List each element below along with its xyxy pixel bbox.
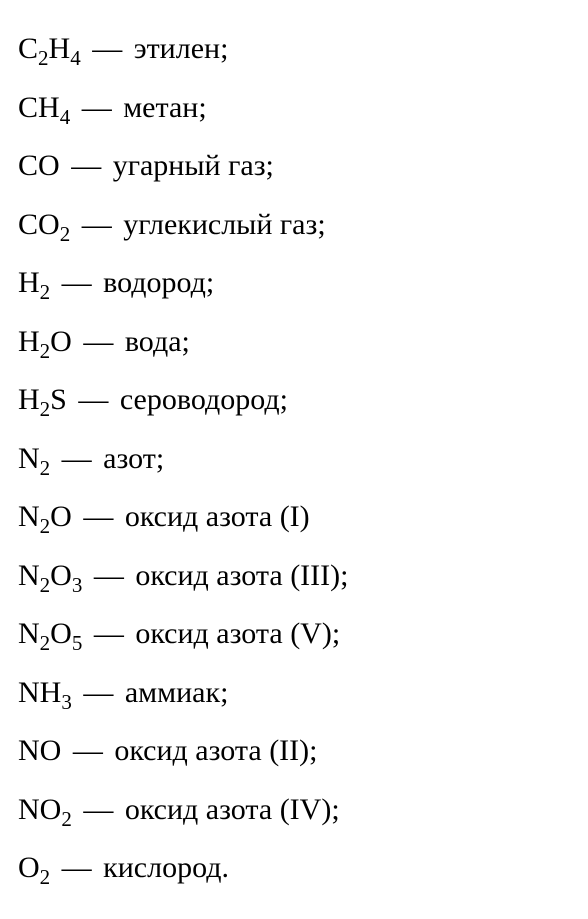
- chemical-formula: C2H4: [18, 32, 81, 65]
- separator-dash: —: [64, 149, 109, 182]
- separator-dash: —: [65, 734, 110, 767]
- separator-dash: —: [76, 676, 121, 709]
- compound-name: водород;: [103, 266, 214, 299]
- separator-dash: —: [54, 851, 99, 884]
- compound-name: вода;: [125, 325, 190, 358]
- chemical-formula: NO2: [18, 793, 72, 826]
- compound-entry: H2O — вода;: [18, 313, 570, 372]
- compound-entry: H2S — сероводород;: [18, 371, 570, 430]
- chemical-formula: O2: [18, 851, 50, 884]
- compound-name: оксид азота (III);: [135, 559, 348, 592]
- compound-name: метан;: [123, 91, 206, 124]
- compound-name: аммиак;: [125, 676, 229, 709]
- compound-entry: N2O3 — оксид азота (III);: [18, 547, 570, 606]
- chemical-formula: CO2: [18, 208, 70, 241]
- chemical-formula: NO: [18, 734, 61, 767]
- compound-entry: N2O5 — оксид азота (V);: [18, 605, 570, 664]
- separator-dash: —: [86, 559, 131, 592]
- compound-entry: NO — оксид азота (II);: [18, 722, 570, 781]
- separator-dash: —: [85, 32, 130, 65]
- compound-entry: H2 — водород;: [18, 254, 570, 313]
- compound-name: азот;: [103, 442, 164, 475]
- compound-name: сероводород;: [120, 383, 288, 416]
- compound-name: оксид азота (IV);: [125, 793, 340, 826]
- chemical-formula: CO: [18, 149, 60, 182]
- chemical-formula: N2O3: [18, 559, 82, 592]
- compound-entry: N2O — оксид азота (I): [18, 488, 570, 547]
- compound-name: кислород.: [103, 851, 229, 884]
- separator-dash: —: [76, 325, 121, 358]
- compound-name: этилен;: [134, 32, 229, 65]
- chemical-formula: CH4: [18, 91, 70, 124]
- compound-entry: O2 — кислород.: [18, 839, 570, 898]
- separator-dash: —: [74, 91, 119, 124]
- compound-entry: NO2 — оксид азота (IV);: [18, 781, 570, 840]
- chemical-formula: H2: [18, 266, 50, 299]
- compound-list: C2H4 — этилен;CH4 — метан;CO — угарный г…: [18, 20, 570, 898]
- separator-dash: —: [76, 500, 121, 533]
- compound-entry: C2H4 — этилен;: [18, 20, 570, 79]
- chemical-formula: NH3: [18, 676, 72, 709]
- compound-name: оксид азота (I): [125, 500, 310, 533]
- chemical-formula: N2O: [18, 500, 72, 533]
- separator-dash: —: [76, 793, 121, 826]
- compound-name: угарный газ;: [113, 149, 274, 182]
- separator-dash: —: [86, 617, 131, 650]
- compound-name: углекислый газ;: [123, 208, 326, 241]
- chemical-formula: N2: [18, 442, 50, 475]
- compound-name: оксид азота (II);: [114, 734, 317, 767]
- separator-dash: —: [71, 383, 116, 416]
- separator-dash: —: [74, 208, 119, 241]
- compound-entry: CH4 — метан;: [18, 79, 570, 138]
- compound-entry: CO — угарный газ;: [18, 137, 570, 196]
- chemical-formula: H2S: [18, 383, 67, 416]
- separator-dash: —: [54, 266, 99, 299]
- compound-entry: NH3 — аммиак;: [18, 664, 570, 723]
- chemical-formula: N2O5: [18, 617, 82, 650]
- chemical-formula: H2O: [18, 325, 72, 358]
- compound-entry: CO2 — углекислый газ;: [18, 196, 570, 255]
- compound-name: оксид азота (V);: [135, 617, 340, 650]
- separator-dash: —: [54, 442, 99, 475]
- compound-entry: N2 — азот;: [18, 430, 570, 489]
